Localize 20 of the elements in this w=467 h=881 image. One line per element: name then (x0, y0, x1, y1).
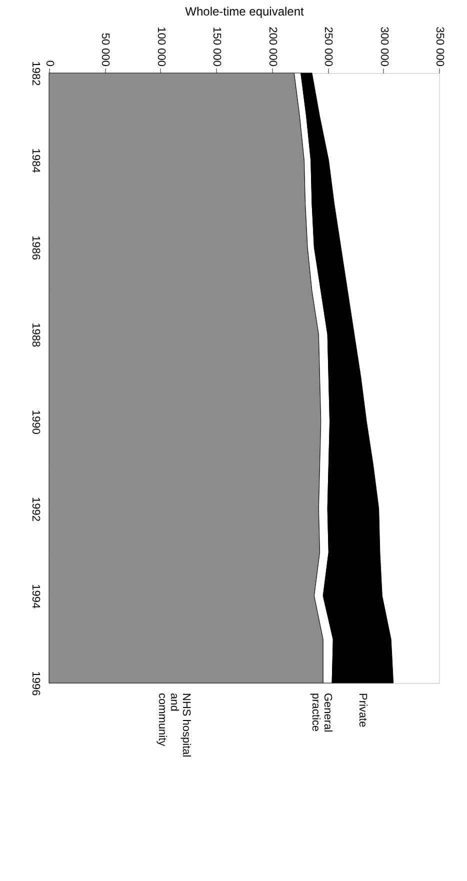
text: General practice (310, 693, 334, 732)
text: Private (356, 693, 369, 728)
y-tick-label: 1996 (30, 671, 42, 696)
x-tick-label: 250 000 (322, 26, 334, 66)
x-tick-label: 150 000 (210, 26, 223, 66)
y-tick-label: 1992 (30, 496, 42, 522)
y-tick-label: 1994 (30, 584, 42, 609)
x-tick-label: 200 000 (266, 26, 278, 66)
x-tick-label: 0 (44, 60, 56, 66)
y-tick-label: 1984 (30, 148, 42, 173)
x-axis-title: Whole-time equivalent (185, 4, 305, 19)
y-tick-label: 1982 (30, 61, 42, 86)
y-tick-label: 1990 (30, 410, 42, 434)
y-tick-label: 1986 (30, 236, 42, 260)
x-tick-label: 350 000 (434, 26, 446, 66)
x-tick-label: 50 000 (99, 32, 112, 66)
x-tick-label: 300 000 (378, 26, 390, 66)
text: NHS hospital and community (156, 693, 192, 758)
y-tick-label: 1988 (30, 322, 42, 348)
x-tick-label: 100 000 (154, 26, 167, 66)
